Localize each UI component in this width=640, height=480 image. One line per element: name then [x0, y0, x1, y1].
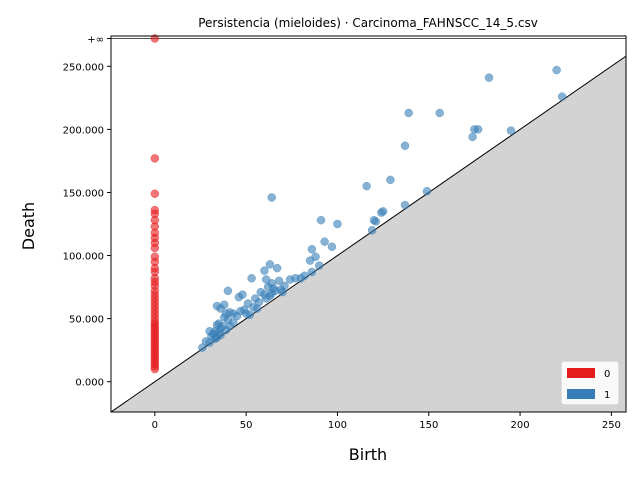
data-point	[216, 304, 225, 313]
y-axis-title: Death	[19, 202, 38, 250]
data-point	[261, 294, 271, 303]
data-point	[314, 261, 324, 270]
data-point	[150, 364, 160, 374]
x-tick-label: 0	[152, 420, 158, 431]
data-point	[234, 292, 244, 302]
legend-label: 0	[604, 369, 610, 380]
x-tick-label: 150	[419, 420, 438, 431]
data-point	[296, 274, 306, 283]
data-point	[386, 175, 395, 185]
data-point	[320, 237, 329, 246]
y-tick-label: 200.000	[63, 125, 104, 136]
x-tick-label: 250	[602, 420, 621, 431]
data-point	[267, 193, 276, 202]
legend-label: 1	[604, 390, 610, 401]
data-point	[307, 267, 317, 277]
data-point	[245, 310, 255, 320]
y-axis: 0.000 50.000 100.000 150.000 200.000 250.000 +…	[63, 35, 111, 389]
y-tick-label: 0.000	[75, 378, 104, 389]
data-point	[150, 154, 160, 163]
data-point	[371, 217, 381, 226]
data-point	[367, 226, 377, 235]
x-tick-label: 200	[511, 420, 530, 431]
plot-frame	[110, 35, 627, 413]
data-point	[150, 189, 160, 198]
series-0	[150, 34, 160, 374]
series-1	[198, 65, 567, 352]
data-point	[252, 304, 262, 313]
data-point	[316, 215, 326, 225]
data-point	[205, 338, 214, 347]
data-point	[327, 242, 337, 251]
data-point	[265, 260, 275, 269]
data-point	[278, 287, 287, 297]
y-tick-label-infinity: +∞	[87, 35, 104, 46]
data-point	[223, 286, 233, 296]
data-point	[400, 141, 410, 151]
data-point	[484, 73, 494, 82]
chart-title: Persistencia (mieloides) · Carcinoma_FAH…	[198, 16, 538, 30]
data-point	[260, 266, 269, 275]
data-point	[552, 65, 561, 75]
data-point	[305, 256, 315, 265]
plot-area	[110, 34, 627, 413]
data-point	[506, 126, 516, 135]
y-tick-label: 150.000	[63, 188, 104, 199]
data-point	[404, 108, 413, 118]
legend-swatch	[567, 389, 595, 399]
legend: 01	[560, 360, 620, 406]
x-tick-label: 50	[240, 420, 253, 431]
y-tick-label: 250.000	[63, 62, 104, 73]
data-point	[285, 275, 295, 284]
data-point	[247, 274, 256, 283]
data-point	[333, 219, 342, 229]
data-point	[362, 181, 371, 191]
data-point	[435, 108, 444, 118]
data-point	[232, 311, 242, 321]
data-point	[377, 208, 386, 217]
data-point	[557, 92, 567, 101]
data-point	[150, 34, 160, 43]
x-axis-title: Birth	[349, 445, 387, 464]
y-tick-label: 100.000	[63, 252, 104, 263]
data-point	[400, 200, 410, 210]
data-point	[468, 132, 477, 142]
y-tick-label: 50.000	[69, 315, 104, 326]
data-point	[272, 263, 282, 273]
data-point	[307, 244, 317, 254]
x-tick-label: 100	[328, 420, 347, 431]
data-point	[473, 125, 483, 134]
x-axis: 0 50 100 150 200 250	[152, 412, 621, 431]
legend-swatch	[567, 368, 595, 378]
data-point	[198, 343, 207, 352]
data-point	[150, 243, 160, 253]
data-point	[422, 186, 432, 196]
diagonal-line	[111, 55, 626, 412]
